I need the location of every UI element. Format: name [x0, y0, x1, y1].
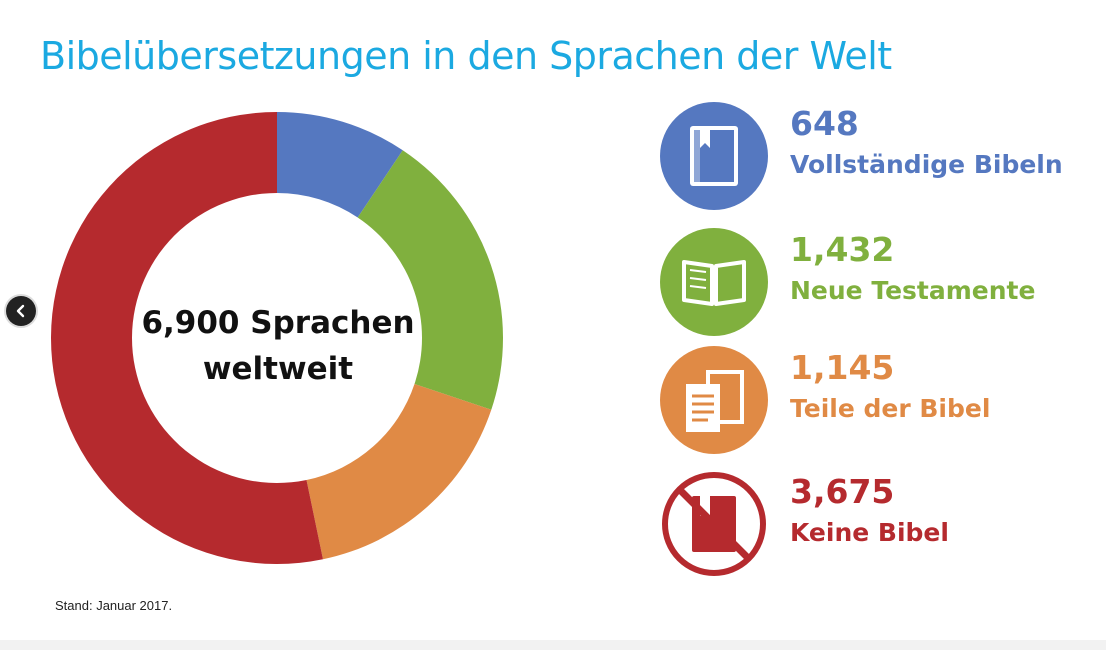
donut-slice-keine-bibel: [51, 112, 323, 564]
legend-label: Neue Testamente: [790, 276, 1036, 305]
no-bible-icon: [660, 470, 768, 578]
donut-slice-neue-testamente: [357, 150, 504, 410]
page-title: Bibelübersetzungen in den Sprachen der W…: [40, 34, 892, 78]
document-pages-icon: [660, 346, 768, 454]
bottom-bar: [0, 640, 1106, 650]
legend-value: 1,432: [790, 230, 895, 269]
previous-button[interactable]: [6, 296, 36, 326]
donut-chart: [51, 112, 504, 564]
legend-label: Teile der Bibel: [790, 394, 991, 423]
legend-value: 3,675: [790, 472, 895, 511]
donut-slice-teile-der-bibel: [306, 384, 492, 560]
legend-item-keine-bibel: 3,675 Keine Bibel: [660, 470, 1100, 580]
donut-center-text: 6,900 Sprachen weltweit: [118, 300, 438, 392]
open-book-icon: [660, 228, 768, 336]
legend-label: Keine Bibel: [790, 518, 949, 547]
center-text-line-1: 6,900 Sprachen: [141, 305, 415, 341]
legend-label: Vollständige Bibeln: [790, 150, 1063, 179]
legend-item-vollstaendige-bibeln: 648 Vollständige Bibeln: [660, 102, 1100, 212]
legend-item-neue-testamente: 1,432 Neue Testamente: [660, 228, 1100, 338]
legend-item-teile-der-bibel: 1,145 Teile der Bibel: [660, 346, 1100, 456]
legend-value: 648: [790, 104, 859, 143]
chevron-left-icon: [16, 304, 25, 318]
legend-value: 1,145: [790, 348, 895, 387]
center-text-line-2: weltweit: [202, 351, 354, 387]
footnote: Stand: Januar 2017.: [55, 598, 173, 613]
bible-icon: [660, 102, 768, 210]
donut-slice-vollst-ndige-bibeln: [277, 112, 403, 218]
